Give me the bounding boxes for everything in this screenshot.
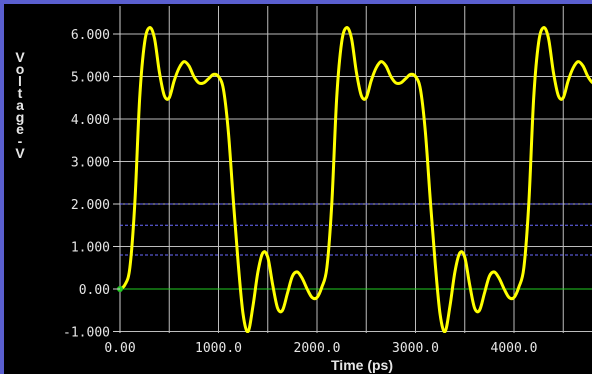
y-tick-label: 1.000	[71, 241, 110, 256]
y-axis-label-char: g	[16, 109, 25, 125]
y-axis-label-char: -	[18, 133, 23, 149]
x-tick-label: 0.00	[104, 341, 135, 356]
x-tick-label: 4000.0	[491, 341, 538, 356]
y-tick-label: 6.000	[71, 28, 110, 43]
reference-lines	[120, 203, 592, 290]
y-ticks: 6.000 5.000 4.000 3.000 2.000 1.000 0.00 -1.000	[63, 28, 120, 341]
x-tick-label: 1000.0	[195, 341, 242, 356]
y-axis-label-char: o	[16, 61, 25, 77]
y-axis-label-char: V	[15, 49, 25, 65]
y-tick-label: 2.000	[71, 198, 110, 213]
y-axis-label-char: l	[18, 73, 22, 89]
y-axis-label-char: a	[16, 97, 24, 113]
y-tick-label: 0.00	[79, 283, 110, 298]
series-layer	[117, 26, 592, 333]
x-tick-label: 3000.0	[392, 341, 439, 356]
x-axis-label: Time (ps)	[331, 357, 393, 373]
y-tick-label: -1.000	[63, 326, 110, 341]
y-axis-label-char: t	[18, 85, 23, 101]
y-axis-label-char: V	[15, 145, 25, 161]
y-axis-label-char: e	[16, 121, 24, 137]
x-tick-label: 2000.0	[294, 341, 341, 356]
x-ticks: 0.00 1000.0 2000.0 3000.0 4000.0	[104, 341, 537, 356]
y-tick-label: 4.000	[71, 113, 110, 128]
series-line	[120, 26, 592, 333]
y-tick-label: 3.000	[71, 156, 110, 171]
y-tick-label: 5.000	[71, 71, 110, 86]
plot-background	[4, 4, 592, 374]
